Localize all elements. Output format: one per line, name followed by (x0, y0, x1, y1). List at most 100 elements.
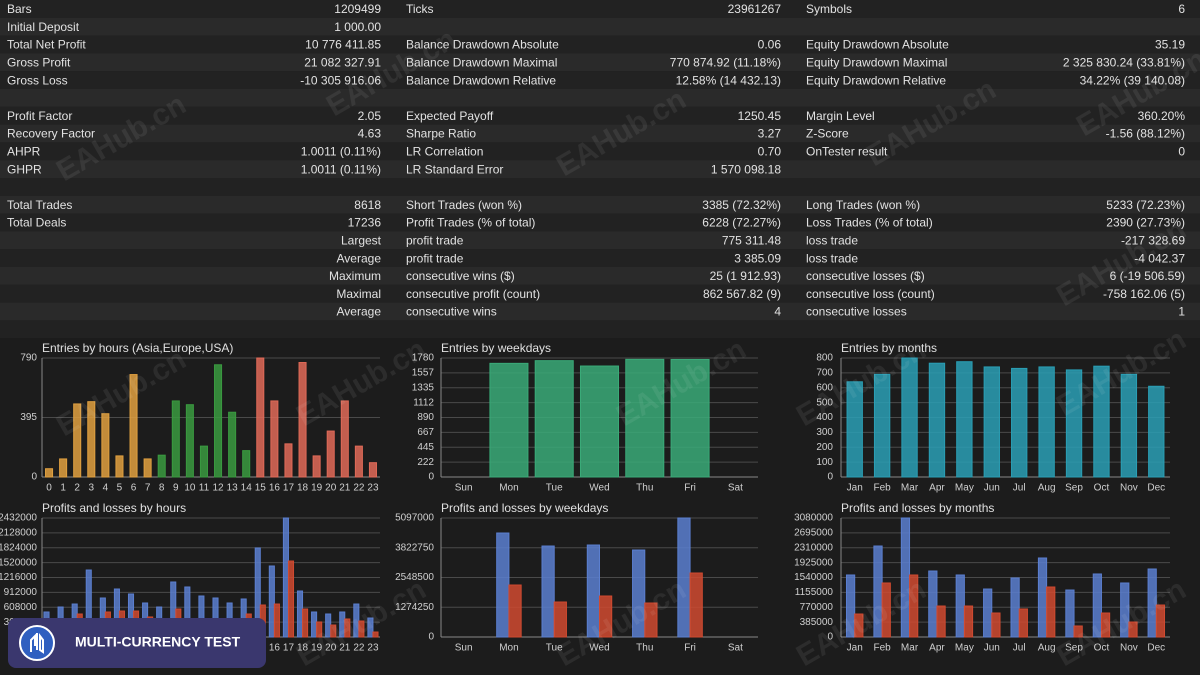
cell-value: -1.56 (88.12%) (1106, 127, 1185, 141)
cell-value: 8618 (354, 198, 381, 212)
row-bg (0, 124, 1200, 143)
x-tick-label: 5 (117, 483, 123, 494)
x-tick-label: Thu (636, 643, 653, 654)
bar (534, 360, 574, 478)
row-bg (0, 53, 1200, 72)
cell-label: LR Correlation (406, 144, 483, 158)
x-tick-label: Jul (1013, 643, 1026, 654)
row-bg (0, 249, 1200, 267)
bar (963, 605, 974, 638)
x-tick-label: 12 (212, 483, 224, 494)
row-bg (0, 89, 1200, 107)
y-tick-label: 700 (816, 368, 833, 379)
x-tick-label: Sun (455, 643, 473, 654)
cell-label: Recovery Factor (7, 127, 95, 141)
cell-label: loss trade (806, 233, 858, 247)
stats-table: Bars 1209499 Ticks 23961267 Symbols 6 Initial … (0, 0, 1200, 339)
y-tick-label: 100 (816, 457, 833, 468)
row-bg (0, 0, 1200, 18)
cell-label: Profit Trades (% of total) (406, 216, 535, 230)
cell-label: Gross Loss (7, 73, 68, 87)
cell-label: Largest (341, 233, 382, 247)
bar (955, 574, 965, 638)
x-tick-label: 23 (367, 643, 379, 654)
cell-label: Equity Drawdown Maximal (806, 55, 947, 69)
cell-value: 23961267 (728, 2, 782, 16)
cell-label: Balance Drawdown Absolute (406, 38, 559, 52)
cell-label: Balance Drawdown Relative (406, 73, 556, 87)
row-bg (0, 35, 1200, 54)
charts: Entries by hours (Asia,Europe,USA)039579… (0, 341, 1170, 654)
bar (282, 517, 289, 638)
x-tick-label: 18 (297, 643, 309, 654)
bar (854, 613, 864, 638)
cell-value: 1209499 (334, 2, 381, 16)
y-tick-label: 1824000 (0, 542, 37, 553)
row-bg (0, 320, 1200, 339)
x-tick-label: 9 (173, 483, 179, 494)
bar (45, 468, 54, 478)
cell-value: 1250.45 (738, 109, 782, 123)
x-tick-label: Jan (847, 483, 863, 494)
cell-label: Equity Drawdown Absolute (806, 38, 949, 52)
x-tick-label: Jun (984, 483, 1000, 494)
x-tick-label: 21 (339, 483, 351, 494)
y-tick-label: 608000 (4, 602, 38, 613)
chart-title: Entries by months (841, 341, 937, 355)
bar (901, 357, 918, 478)
bar (956, 361, 973, 478)
y-tick-label: 2128000 (0, 528, 37, 539)
x-tick-label: 2 (74, 483, 80, 494)
x-tick-label: Wed (589, 483, 609, 494)
y-tick-label: 912000 (4, 587, 38, 598)
row-bg (0, 71, 1200, 89)
cell-label: Maximum (329, 269, 381, 283)
bar (368, 462, 377, 478)
x-tick-label: May (955, 643, 974, 654)
bar (1011, 367, 1028, 478)
y-tick-label: 1112 (413, 397, 434, 408)
cell-value: 3.27 (758, 127, 782, 141)
x-tick-label: Apr (929, 643, 945, 654)
x-tick-label: Tue (546, 483, 563, 494)
bar (670, 358, 710, 478)
cell-label: profit trade (406, 251, 464, 265)
y-tick-label: 400 (816, 412, 833, 423)
bar (1018, 608, 1028, 638)
cell-label: profit trade (406, 233, 464, 247)
cell-label: consecutive losses (806, 305, 907, 319)
bar (372, 631, 379, 638)
y-tick-label: 1335 (412, 382, 435, 393)
bar (199, 445, 208, 478)
x-tick-label: Fri (684, 483, 696, 494)
x-tick-label: 1 (60, 483, 66, 494)
bar (268, 565, 275, 638)
x-tick-label: Tue (546, 643, 563, 654)
cell-label: Total Net Profit (7, 38, 86, 52)
x-tick-label: Sat (728, 643, 743, 654)
x-tick-label: 17 (283, 643, 295, 654)
cell-value: 2 325 830.24 (33.81%) (1063, 55, 1185, 69)
bar (59, 458, 68, 478)
cell-value: 6 (-19 506.59) (1110, 269, 1185, 283)
y-tick-label: 1216000 (0, 572, 37, 583)
x-tick-label: Thu (636, 483, 653, 494)
bar (496, 532, 510, 638)
cell-value: 2390 (27.73%) (1106, 216, 1185, 230)
y-tick-label: 5097000 (395, 513, 434, 524)
cell-value: 21 082 327.91 (304, 55, 381, 69)
bar (312, 455, 321, 478)
row-bg (0, 106, 1200, 125)
x-tick-label: Nov (1120, 483, 1138, 494)
x-tick-label: Aug (1038, 643, 1056, 654)
cell-label: Total Trades (7, 198, 72, 212)
bar (171, 400, 180, 478)
x-tick-label: 16 (269, 643, 281, 654)
bar (1093, 365, 1110, 478)
cell-value: 4.63 (358, 127, 382, 141)
cell-label: consecutive loss (count) (806, 287, 935, 301)
bar (508, 584, 522, 638)
bar (625, 358, 665, 478)
x-tick-label: Sep (1065, 483, 1083, 494)
x-tick-label: 6 (131, 483, 137, 494)
